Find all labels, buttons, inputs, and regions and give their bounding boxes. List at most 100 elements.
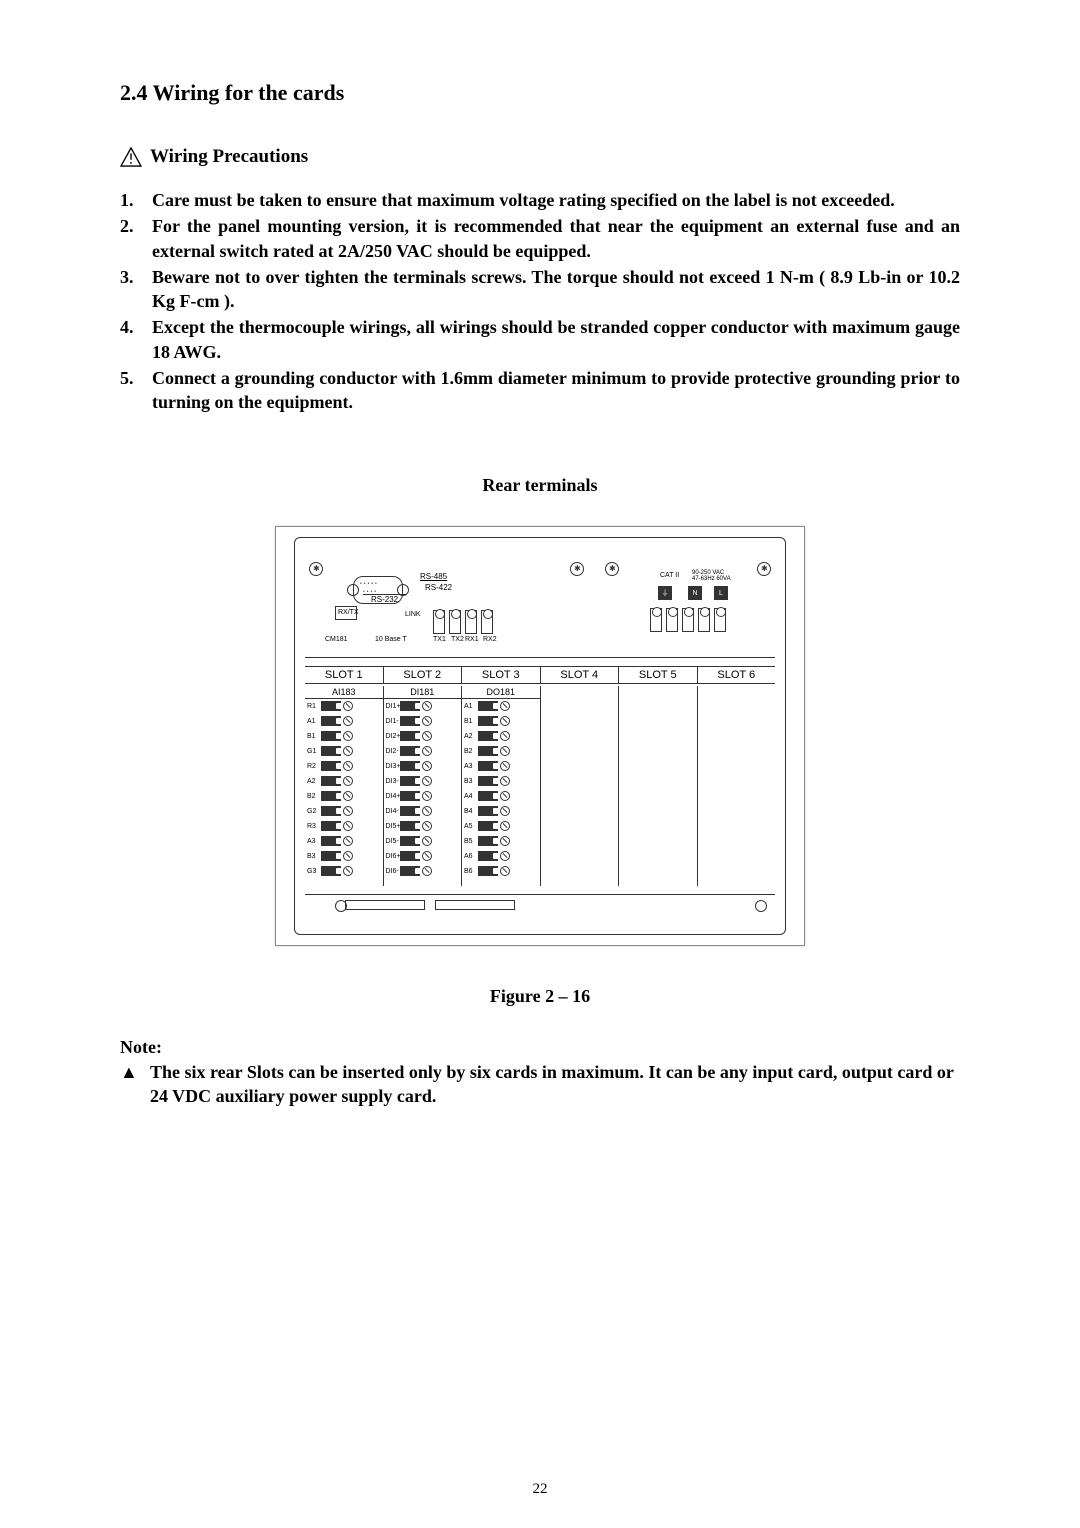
terminal-connector-icon [400, 761, 420, 771]
terminal-connector-icon [478, 821, 498, 831]
warning-triangle-icon [120, 147, 142, 167]
card-slot-4 [541, 686, 620, 886]
terminal-connector-icon [400, 731, 420, 741]
diagram-container: ••••• •••• RS-232 RS-485 RS-422 RX/TX LI… [120, 526, 960, 946]
cm181-label: CM181 [325, 636, 348, 643]
terminal-connector-icon [400, 851, 420, 861]
terminal-label: A3 [464, 763, 478, 770]
slot-header: SLOT 4 [541, 667, 620, 683]
terminal-row: B1 [462, 714, 540, 729]
gear-icon [347, 584, 359, 596]
terminal-screw-icon [343, 731, 353, 741]
terminal-row: DI2+ [384, 729, 462, 744]
terminal-label: DI5+ [386, 823, 400, 830]
terminal-row: R1 [305, 699, 383, 714]
terminal-screw-icon [500, 731, 510, 741]
terminal-connector-icon [400, 776, 420, 786]
slot-headers-row: SLOT 1 SLOT 2 SLOT 3 SLOT 4 SLOT 5 SLOT … [305, 666, 775, 684]
terminal-connector-icon [478, 836, 498, 846]
base-t-label: 10 Base T [375, 636, 407, 643]
terminal-row: DI1+ [384, 699, 462, 714]
port-icon [465, 610, 477, 634]
terminal-row: DI3- [384, 774, 462, 789]
card-slot-5 [619, 686, 698, 886]
terminal-label: G1 [307, 748, 321, 755]
terminal-row: R3 [305, 819, 383, 834]
mounting-screw-icon [335, 900, 347, 912]
terminal-screw-icon [343, 716, 353, 726]
power-port-icon [698, 608, 710, 632]
line-label: L [714, 586, 728, 600]
terminal-row: B6 [462, 864, 540, 879]
terminal-screw-icon [343, 701, 353, 711]
rs485-label: RS-485 [420, 572, 447, 581]
terminal-screw-icon [500, 836, 510, 846]
terminal-row: B3 [305, 849, 383, 864]
terminal-row: DI4+ [384, 789, 462, 804]
terminal-screw-icon [500, 761, 510, 771]
terminal-screw-icon [500, 806, 510, 816]
terminal-screw-icon [422, 731, 432, 741]
terminal-row: A1 [305, 714, 383, 729]
terminal-row: DI6- [384, 864, 462, 879]
terminal-screw-icon [343, 776, 353, 786]
terminal-row: DI1- [384, 714, 462, 729]
terminal-row: A5 [462, 819, 540, 834]
terminal-screw-icon [422, 866, 432, 876]
terminal-connector-icon [478, 866, 498, 876]
link-label: LINK [405, 611, 421, 618]
terminal-connector-icon [321, 776, 341, 786]
terminal-screw-icon [500, 791, 510, 801]
terminal-screw-icon [343, 866, 353, 876]
terminal-label: DI3- [386, 778, 400, 785]
terminal-connector-icon [478, 851, 498, 861]
terminal-label: DI5- [386, 838, 400, 845]
terminal-label: G2 [307, 808, 321, 815]
terminal-label: DI4- [386, 808, 400, 815]
rx1-label: RX1 [465, 636, 479, 643]
terminal-label: A3 [307, 838, 321, 845]
terminal-connector-icon [400, 791, 420, 801]
terminal-label: G3 [307, 868, 321, 875]
terminal-row: A2 [305, 774, 383, 789]
precaution-list: Care must be taken to ensure that maximu… [120, 188, 960, 415]
page-number: 22 [0, 1481, 1080, 1498]
terminal-row: DI6+ [384, 849, 462, 864]
tx2-label: TX2 [451, 636, 464, 643]
terminal-connector-icon [321, 746, 341, 756]
terminal-connector-icon [400, 701, 420, 711]
card-slot-6 [698, 686, 776, 886]
terminal-screw-icon [500, 866, 510, 876]
terminal-label: B5 [464, 838, 478, 845]
terminal-connector-icon [478, 731, 498, 741]
voltage-label: 90-250 VAC 47-63Hz 60VA [692, 570, 731, 582]
terminal-label: DI4+ [386, 793, 400, 800]
terminal-label: B2 [464, 748, 478, 755]
power-port-icon [650, 608, 662, 632]
terminal-screw-icon [422, 806, 432, 816]
note-item: The six rear Slots can be inserted only … [120, 1060, 960, 1109]
precaution-item: For the panel mounting version, it is re… [120, 214, 960, 263]
terminal-connector-icon [478, 746, 498, 756]
rear-terminals-title: Rear terminals [120, 475, 960, 496]
terminal-row: A1 [462, 699, 540, 714]
slot-header: SLOT 6 [698, 667, 776, 683]
power-block: CAT II 90-250 VAC 47-63Hz 60VA ⏚ N L [650, 570, 755, 630]
terminal-screw-icon [422, 851, 432, 861]
rs422-label: RS-422 [425, 583, 452, 592]
power-port-icon [714, 608, 726, 632]
terminal-row: DI4- [384, 804, 462, 819]
terminal-connector-icon [478, 761, 498, 771]
terminal-row: A2 [462, 729, 540, 744]
terminal-connector-icon [321, 791, 341, 801]
card-name: AI183 [305, 686, 383, 699]
terminal-screw-icon [422, 791, 432, 801]
card-name: DI181 [384, 686, 462, 699]
terminal-connector-icon [400, 821, 420, 831]
terminal-row: A3 [462, 759, 540, 774]
slot-header: SLOT 5 [619, 667, 698, 683]
terminal-screw-icon [500, 776, 510, 786]
terminal-label: DI3+ [386, 763, 400, 770]
terminal-connector-icon [321, 731, 341, 741]
card-slot-3: DO181 A1B1A2B2A3B3A4B4A5B5A6B6 [462, 686, 541, 886]
